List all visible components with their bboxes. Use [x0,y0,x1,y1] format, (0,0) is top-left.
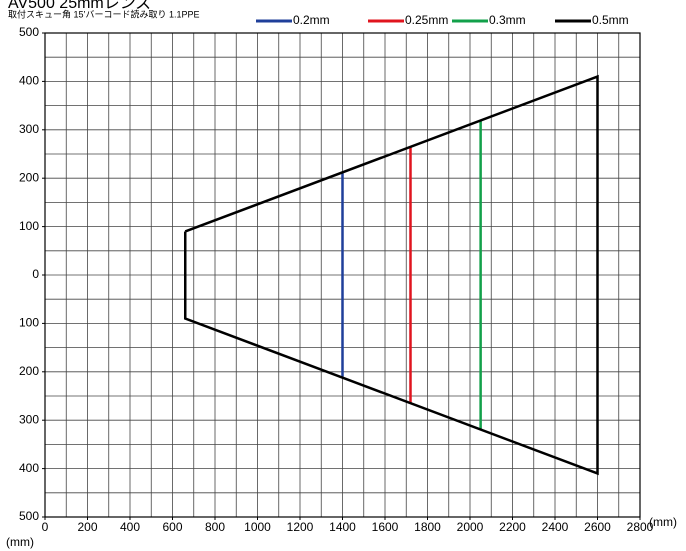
legend-label: 0.2mm [293,13,330,27]
y-tick-label: 500 [19,25,39,39]
y-tick-label: 200 [19,170,39,184]
x-tick-label: 1200 [287,520,314,534]
x-tick-label: 1400 [329,520,356,534]
chart-subtitle: 取付スキュー角 15’バーコード読み取り 1.1PPE [8,8,200,19]
legend-label: 0.3mm [489,13,526,27]
series-line [184,74,599,476]
y-tick-label: 100 [19,316,39,330]
x-tick-label: 2200 [499,520,526,534]
x-axis-label: (mm) [649,515,677,529]
x-tick-label: 400 [120,520,140,534]
y-tick-label: 400 [19,461,39,475]
legend-label: 0.25mm [405,13,448,27]
x-tick-label: 2400 [542,520,569,534]
x-tick-label: 1600 [372,520,399,534]
y-tick-label: 0 [32,267,39,281]
y-tick-label: 200 [19,364,39,378]
chart-title: AV500 25mmレンズ [8,0,151,12]
x-tick-label: 1800 [414,520,441,534]
x-tick-label: 2000 [457,520,484,534]
y-axis-label: (mm) [6,535,34,549]
x-tick-label: 600 [162,520,182,534]
x-tick-label: 0 [42,520,49,534]
x-tick-label: 1000 [244,520,271,534]
x-tick-label: 2600 [584,520,611,534]
x-tick-label: 2800 [627,520,654,534]
y-tick-label: 300 [19,412,39,426]
x-tick-label: 800 [205,520,225,534]
y-tick-label: 100 [19,219,39,233]
y-tick-label: 300 [19,122,39,136]
x-tick-label: 200 [77,520,97,534]
y-tick-label: 500 [19,509,39,523]
legend-label: 0.5mm [592,13,629,27]
y-tick-label: 400 [19,74,39,88]
